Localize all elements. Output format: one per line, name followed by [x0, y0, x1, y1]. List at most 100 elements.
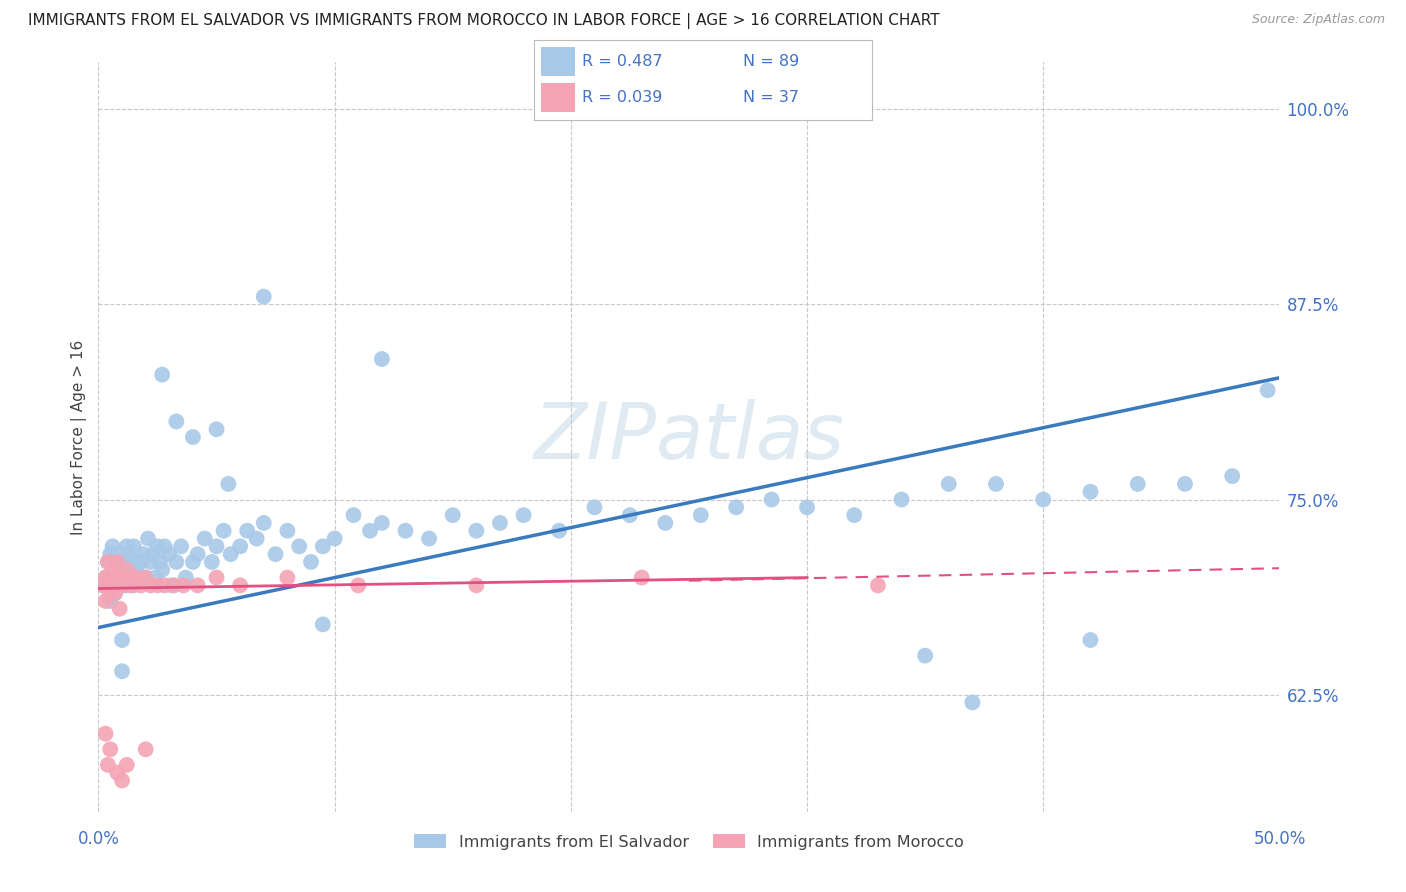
- Point: [153, 578, 176, 592]
- Point: [187, 547, 209, 561]
- Point: [132, 547, 155, 561]
- Point: [115, 563, 138, 577]
- Point: [94, 594, 117, 608]
- Point: [94, 727, 117, 741]
- Point: [112, 571, 135, 585]
- Point: [121, 578, 143, 592]
- Y-axis label: In Labor Force | Age > 16: In Labor Force | Age > 16: [72, 340, 87, 534]
- Point: [112, 555, 135, 569]
- Point: [465, 524, 488, 538]
- Point: [205, 571, 228, 585]
- Point: [97, 578, 120, 592]
- Point: [165, 555, 187, 569]
- Text: Source: ZipAtlas.com: Source: ZipAtlas.com: [1251, 13, 1385, 27]
- Point: [129, 578, 152, 592]
- Point: [122, 578, 145, 592]
- Point: [143, 571, 166, 585]
- Point: [866, 578, 889, 592]
- Point: [229, 540, 252, 554]
- Point: [394, 524, 416, 538]
- Point: [111, 664, 134, 679]
- Point: [111, 633, 134, 648]
- Point: [181, 555, 204, 569]
- Point: [115, 758, 138, 772]
- Point: [1080, 633, 1102, 648]
- Point: [108, 563, 131, 577]
- Point: [142, 547, 165, 561]
- Point: [104, 578, 127, 592]
- Point: [583, 500, 606, 515]
- Text: ZIPatlas: ZIPatlas: [533, 399, 845, 475]
- Point: [796, 500, 818, 515]
- Point: [201, 555, 224, 569]
- Point: [104, 571, 127, 585]
- Point: [1126, 477, 1149, 491]
- Point: [165, 414, 187, 429]
- Point: [984, 477, 1007, 491]
- Point: [118, 547, 141, 561]
- Point: [1174, 477, 1197, 491]
- Point: [342, 508, 364, 523]
- Point: [121, 571, 143, 585]
- Point: [163, 578, 186, 592]
- Point: [371, 516, 394, 530]
- Point: [104, 586, 127, 600]
- Point: [121, 555, 143, 569]
- Point: [441, 508, 464, 523]
- Point: [91, 578, 114, 592]
- Point: [111, 773, 134, 788]
- Point: [150, 563, 173, 577]
- Point: [194, 532, 217, 546]
- Point: [125, 563, 148, 577]
- Point: [105, 555, 128, 569]
- Point: [157, 547, 180, 561]
- Point: [153, 540, 176, 554]
- Point: [104, 586, 127, 600]
- Point: [129, 555, 152, 569]
- Point: [118, 563, 141, 577]
- Point: [418, 532, 440, 546]
- Point: [97, 758, 120, 772]
- Point: [187, 578, 209, 592]
- Point: [105, 578, 128, 592]
- Point: [101, 540, 124, 554]
- Point: [174, 571, 197, 585]
- Point: [229, 578, 252, 592]
- Point: [359, 524, 381, 538]
- Point: [108, 571, 131, 585]
- Point: [135, 571, 157, 585]
- Point: [276, 524, 298, 538]
- Point: [914, 648, 936, 663]
- Point: [371, 351, 394, 366]
- Point: [548, 524, 571, 538]
- Point: [146, 578, 169, 592]
- Point: [98, 586, 121, 600]
- Point: [689, 508, 711, 523]
- Point: [654, 516, 676, 530]
- Point: [115, 578, 138, 592]
- Point: [962, 696, 984, 710]
- Point: [276, 571, 298, 585]
- Point: [108, 547, 131, 561]
- Point: [125, 571, 148, 585]
- Point: [139, 578, 162, 592]
- Point: [160, 578, 183, 592]
- Point: [170, 540, 193, 554]
- Point: [112, 571, 135, 585]
- Point: [98, 571, 121, 585]
- Point: [97, 555, 120, 569]
- Text: IMMIGRANTS FROM EL SALVADOR VS IMMIGRANTS FROM MOROCCO IN LABOR FORCE | AGE > 16: IMMIGRANTS FROM EL SALVADOR VS IMMIGRANT…: [28, 13, 939, 29]
- Point: [323, 532, 346, 546]
- Point: [253, 516, 276, 530]
- Point: [725, 500, 748, 515]
- Bar: [541, 84, 575, 112]
- Point: [264, 547, 287, 561]
- Text: 50.0%: 50.0%: [1253, 830, 1306, 848]
- Point: [219, 547, 242, 561]
- Point: [150, 368, 173, 382]
- Bar: [541, 47, 575, 77]
- Text: N = 37: N = 37: [744, 90, 800, 105]
- Point: [890, 492, 912, 507]
- Point: [122, 571, 145, 585]
- Point: [299, 555, 322, 569]
